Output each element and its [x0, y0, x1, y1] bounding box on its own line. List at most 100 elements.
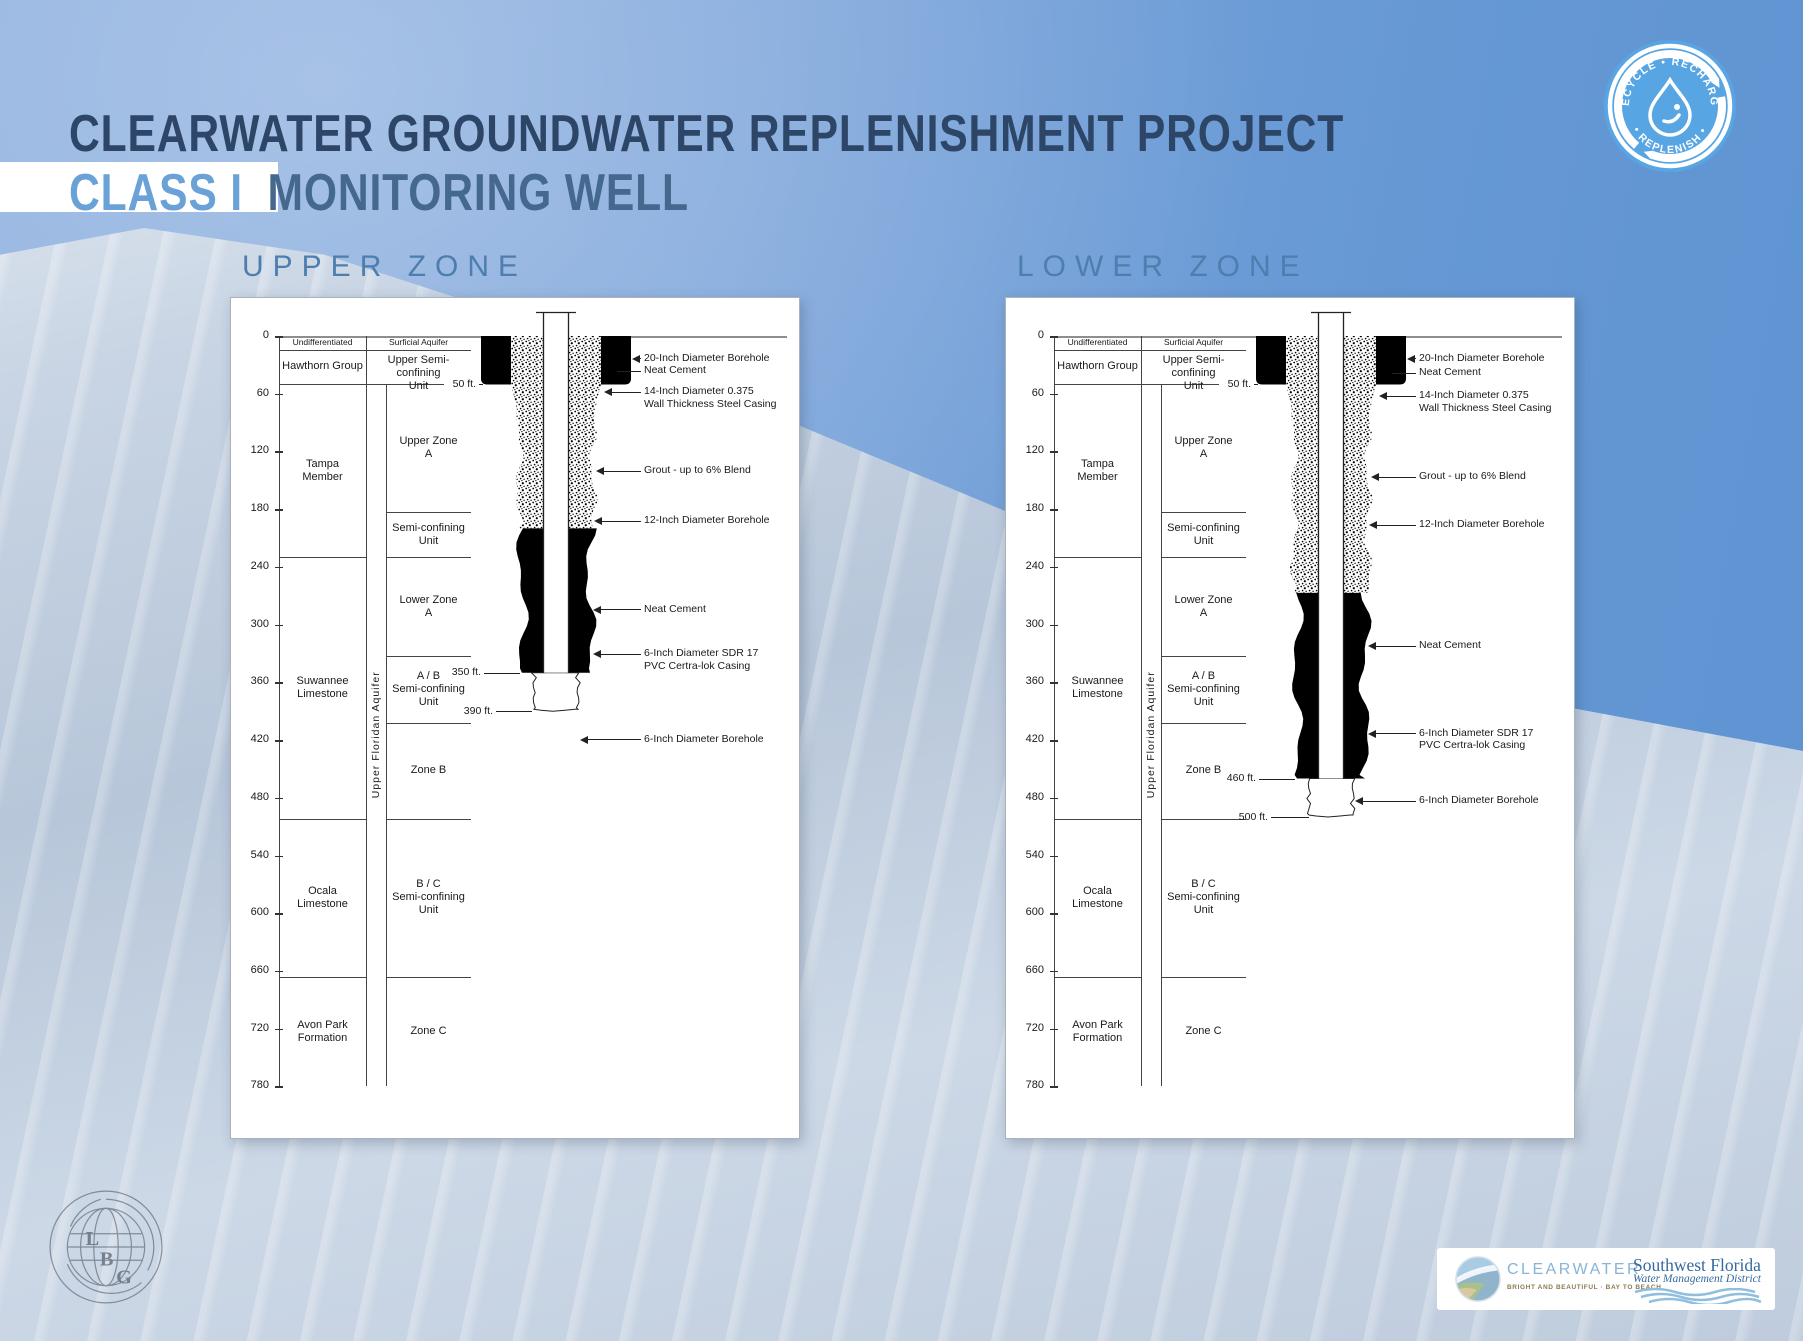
litho-column-right-line — [1141, 336, 1142, 1087]
litho-unit-boundary-line — [279, 976, 366, 978]
class-label: CLASS I — [69, 164, 243, 222]
depth-tick-mark — [1050, 566, 1058, 569]
hydro-unit-label-line: Zone C — [410, 1025, 447, 1038]
depth-tick-label: 720 — [250, 1021, 269, 1034]
litho-unit-label-line: Suwannee — [296, 675, 349, 688]
litho-unit-label: Tampa Member — [279, 458, 366, 484]
annotation-leader-line — [1386, 395, 1416, 397]
depth-callout-label: 50 ft. — [452, 377, 476, 390]
hydro-unit-boundary-line — [366, 384, 444, 386]
annotation-label: 12-Inch Diameter Borehole — [1419, 518, 1544, 531]
annotation-arrowhead-icon — [1369, 521, 1377, 530]
depth-tick-label: 360 — [250, 675, 269, 688]
depth-tick-label: 720 — [1025, 1021, 1044, 1034]
depth-tick-mark — [1050, 913, 1058, 915]
lbg-letters: L B G — [86, 1228, 132, 1289]
hydro-unit-label: Semi-confining Unit — [386, 522, 471, 548]
depth-tick-mark — [1050, 451, 1058, 453]
well-schematic — [1256, 311, 1406, 818]
annotation-label-line: Neat Cement — [644, 364, 706, 377]
annotation-label: 20-Inch Diameter Borehole — [1419, 352, 1544, 365]
swfwmd-name-line2: Water Management District — [1633, 1273, 1761, 1285]
annotation-arrowhead-icon — [596, 467, 604, 476]
water-drop-icon — [1648, 76, 1692, 137]
litho-unit-boundary-line — [1054, 384, 1141, 386]
svg-text:G: G — [116, 1267, 132, 1289]
litho-unit-label-line: Limestone — [1072, 897, 1123, 910]
hydro-unit-label-line: Unit — [418, 904, 439, 917]
depth-tick-label: 300 — [1025, 617, 1044, 630]
hydro-unit-label: Zone B — [386, 764, 471, 777]
hydro-unit-label-line: Lower Zone — [1174, 593, 1233, 606]
annotation-label-line: 20-Inch Diameter Borehole — [644, 351, 770, 364]
annotation-arrowhead-icon — [1407, 354, 1415, 363]
hydro-unit-label-line: Semi-confining — [1167, 891, 1240, 904]
depth-tick-label: 600 — [1025, 906, 1044, 919]
well-schematic — [481, 311, 631, 712]
litho-unit-label: Suwannee Limestone — [1054, 675, 1141, 701]
depth-tick-mark — [1050, 509, 1058, 511]
annotation-arrowhead-icon — [1355, 797, 1363, 806]
litho-unit-label-line: Limestone — [1072, 688, 1123, 701]
depth-tick-label: 540 — [1025, 848, 1044, 861]
annotation-label-line: 12-Inch Diameter Borehole — [1419, 518, 1545, 531]
depth-callout-label: 500 ft. — [1238, 810, 1268, 823]
depth-callout-line — [484, 672, 520, 674]
annotation-leader-line — [1378, 476, 1416, 478]
page-subtitle: CLASS I MONITORING WELL — [69, 163, 689, 223]
depth-tick-label: 780 — [250, 1079, 269, 1092]
annotation-label-line: 6-Inch Diameter SDR 17 — [1419, 726, 1534, 739]
depth-tick-label: 120 — [250, 444, 269, 457]
hydro-unit-label: Upper Semi-confining Unit — [366, 354, 471, 393]
depth-tick-label: 660 — [1025, 963, 1044, 976]
hydro-unit-boundary-line — [386, 976, 471, 978]
hydro-unit-label-line: Zone C — [1185, 1025, 1222, 1038]
aquifer-strip-label: Upper Floridan Aquifer — [370, 671, 382, 799]
swfwmd-waves-icon — [1634, 1288, 1762, 1304]
depth-callout-line — [496, 711, 532, 713]
drop-swoosh — [1662, 113, 1681, 124]
litho-unit-label-line: Tampa — [1080, 457, 1115, 470]
neat-cement-band-left — [1256, 336, 1286, 385]
annotation-label: Grout - up to 6% Blend — [1419, 470, 1526, 483]
depth-tick-label: 540 — [250, 848, 269, 861]
litho-unit-boundary-line — [1054, 976, 1141, 978]
depth-tick-label: 0 — [1037, 329, 1044, 341]
hydro-unit-label: B / C Semi-confining Unit — [1161, 878, 1246, 917]
hydro-unit-label-line: A / B — [416, 670, 441, 682]
depth-tick-mark — [1050, 1086, 1058, 1088]
litho-unit-label-line: Avon Park — [1072, 1018, 1123, 1031]
hydro-unit-label-line: A — [424, 606, 433, 619]
hydro-unit-label: Upper Zone A — [1161, 435, 1246, 461]
depth-tick-label: 180 — [1025, 502, 1044, 515]
neat-cement-band-right — [1376, 336, 1406, 385]
hydro-unit-label-line: Unit — [418, 534, 439, 547]
depth-callout-line — [479, 384, 483, 386]
hydro-unit-boundary-line — [1161, 722, 1246, 724]
depth-tick-label: 420 — [250, 733, 269, 745]
depth-tick-mark — [1050, 393, 1058, 396]
litho-unit-boundary-line — [279, 384, 366, 386]
annotation-arrowhead-icon — [580, 735, 588, 744]
hydro-unit-label: Zone B — [1161, 764, 1246, 777]
recycle-recharge-replenish-badge-icon: RECYCLE • RECHARGE • REPLENISH • — [1604, 40, 1736, 172]
badge-ring — [1607, 43, 1733, 169]
annotation-arrowhead-icon — [1368, 729, 1376, 738]
hydro-unit-label-line: Upper Semi-confining — [387, 353, 450, 379]
litho-unit-boundary-line — [1054, 557, 1141, 559]
hydro-unit-label-line: Upper Semi-confining — [1162, 353, 1225, 379]
annotation-label-line: Grout - up to 6% Blend — [644, 464, 751, 477]
depth-tick-mark — [275, 336, 283, 338]
litho-unit-label: Ocala Limestone — [279, 885, 366, 911]
litho-unit-label-line: Limestone — [297, 688, 348, 701]
litho-unit-label: Ocala Limestone — [1054, 885, 1141, 911]
depth-tick-label: 240 — [250, 559, 269, 572]
hydro-unit-label-line: Unit — [1183, 379, 1204, 392]
depth-callout-line — [1259, 778, 1295, 780]
depth-callout-label: 50 ft. — [1227, 377, 1251, 390]
depth-callout-label: 350 ft. — [451, 666, 481, 679]
litho-unit-label-line: Member — [302, 470, 343, 483]
depth-tick-label: 480 — [1025, 790, 1044, 803]
depth-tick-mark — [275, 855, 283, 857]
badge-arrowheads-icon — [1643, 52, 1720, 160]
